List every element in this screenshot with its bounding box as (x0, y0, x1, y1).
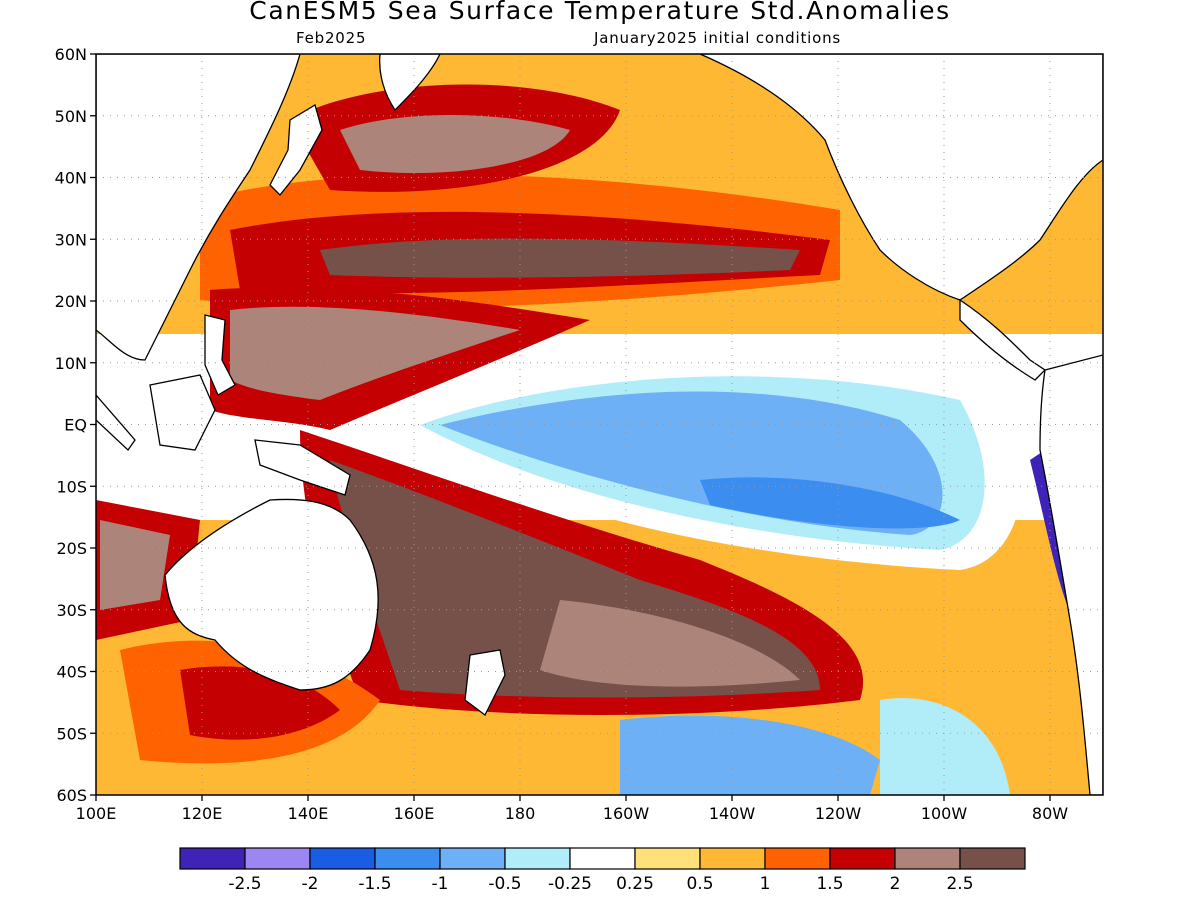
colorbar-swatch (439, 847, 506, 870)
x-tick-label: 180 (505, 804, 536, 823)
colorbar-label: 2 (890, 874, 901, 894)
equatorial-cold-core (700, 477, 960, 529)
y-tick-label: 30S (56, 601, 87, 620)
y-tick-label: 60S (56, 786, 87, 805)
colorbar-label: 0.5 (686, 874, 713, 894)
land-kamchatka (379, 54, 441, 112)
colorbar-swatch (569, 847, 636, 870)
colorbar-swatch (504, 847, 571, 870)
north-pacific-strong-band (320, 238, 800, 278)
colorbar-label: 2.5 (946, 874, 973, 894)
x-tick-label: 160E (394, 804, 435, 823)
south-pacific-mid-belt (540, 600, 800, 687)
colorbar-label: 1 (760, 874, 771, 894)
colorbar-label: -1.5 (358, 874, 391, 894)
initial-conditions-label: January2025 initial conditions (594, 29, 841, 47)
land-australia (164, 498, 379, 691)
colorbar-swatch (764, 847, 831, 870)
colorbar-swatch (179, 847, 246, 870)
y-tick-label: 50S (56, 724, 87, 743)
colorbar-label: -0.5 (488, 874, 521, 894)
y-tick-label: 30N (55, 230, 87, 249)
land-central-america (959, 298, 1047, 381)
southeast-pacific-cool-patch (880, 698, 1010, 795)
y-tick-label: 60N (55, 45, 87, 64)
y-tick-label: 20S (56, 539, 87, 558)
colorbar-swatch (894, 847, 961, 870)
land-new-guinea (254, 439, 351, 496)
west-pacific-strong-pool (230, 306, 520, 400)
x-tick-label: 140W (709, 804, 756, 823)
colorbar-swatch (829, 847, 896, 870)
x-tick-label: 120W (815, 804, 862, 823)
colorbar-label: 0.25 (616, 874, 654, 894)
colorbar-label: -0.25 (548, 874, 592, 894)
map-title: CanESM5 Sea Surface Temperature Std.Anom… (249, 0, 951, 25)
x-tick-label: 160W (603, 804, 650, 823)
axis-ticks: 100E 120E 140E 160E 180 160W 140W 120W 100W 80W 60… (55, 45, 1069, 823)
southern-ocean-cool-patch (620, 715, 880, 795)
y-tick-label: 20N (55, 292, 87, 311)
colorbar-swatch (309, 847, 376, 870)
x-tick-label: 100E (76, 804, 117, 823)
x-tick-label: 100W (921, 804, 968, 823)
x-tick-label: 120E (182, 804, 223, 823)
kuroshio-strong-anomaly (340, 115, 570, 174)
colorbar-label: -2 (302, 874, 319, 894)
colorbar-swatch (634, 847, 701, 870)
y-tick-label: 10N (55, 354, 87, 373)
land-new-zealand (464, 649, 506, 716)
land-philippines (204, 314, 236, 396)
land-borneo (149, 374, 216, 451)
colorbar-swatch (374, 847, 441, 870)
colorbar-swatch (959, 847, 1026, 870)
x-tick-label: 140E (288, 804, 329, 823)
y-tick-label: 10S (56, 477, 87, 496)
colorbar-label: 1.5 (816, 874, 843, 894)
y-tick-label: 40S (56, 663, 87, 682)
colorbar-swatch (244, 847, 311, 870)
land-sumatra (96, 394, 136, 451)
land-japan (269, 104, 323, 196)
map-plot-area (96, 54, 1103, 795)
y-tick-label: EQ (64, 416, 87, 435)
colorbar: -2.5 -2 -1.5 -1 -0.5 -0.25 0.25 0.5 1 1.5 2 2.5 (179, 847, 1026, 894)
colorbar-label: -2.5 (228, 874, 261, 894)
indian-ocean-strong-patch (100, 520, 170, 610)
colorbar-label: -1 (432, 874, 449, 894)
land-asia (96, 54, 301, 361)
x-tick-label: 80W (1032, 804, 1068, 823)
land-south-america (1039, 354, 1103, 795)
y-tick-label: 40N (55, 169, 87, 188)
y-tick-label: 50N (55, 107, 87, 126)
colorbar-swatch (699, 847, 766, 870)
valid-month-label: Feb2025 (296, 29, 367, 47)
